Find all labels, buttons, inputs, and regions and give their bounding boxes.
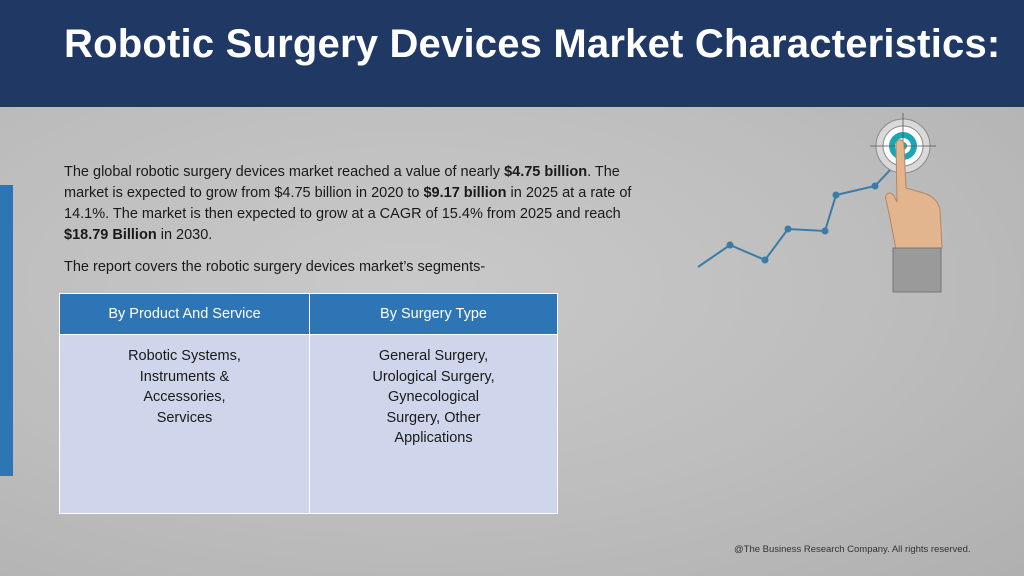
header-surgery-type: By Surgery Type — [380, 306, 487, 322]
growth-point — [761, 256, 769, 264]
growth-point — [821, 227, 829, 235]
summary-text-4: in 2030. — [156, 227, 213, 243]
market-summary-paragraph: The global robotic surgery devices marke… — [64, 162, 664, 246]
copyright-footer: @The Business Research Company. All righ… — [734, 544, 971, 555]
growth-point — [726, 241, 734, 249]
summary-value-2030: $18.79 Billion — [64, 227, 157, 243]
header-bar: Robotic Surgery Devices Market Character… — [0, 0, 1024, 107]
growth-point — [871, 182, 879, 190]
segments-table-header: By Product And Service By Surgery Type — [60, 294, 557, 334]
page-title: Robotic Surgery Devices Market Character… — [64, 22, 1001, 66]
segments-table: By Product And Service By Surgery Type R… — [59, 293, 558, 514]
summary-value-2020: $4.75 billion — [504, 164, 588, 180]
segments-intro: The report covers the robotic surgery de… — [64, 259, 486, 275]
summary-text-2: . The market is expected to grow from $4… — [64, 164, 620, 201]
growth-point — [784, 225, 792, 233]
growth-line — [697, 169, 891, 268]
cell-surgery-type: General Surgery, Urological Surgery, Gyn… — [372, 348, 495, 446]
summary-text-3: in 2025 at a rate of 14.1%. The market i… — [64, 185, 632, 222]
summary-text-1: The global robotic surgery devices marke… — [64, 164, 505, 180]
summary-value-2025: $9.17 billion — [423, 185, 507, 201]
header-product-service: By Product And Service — [60, 294, 310, 334]
growth-point — [832, 191, 840, 199]
cell-product-service: Robotic Systems, Instruments & Accessori… — [60, 335, 310, 513]
growth-chart-target-hand-icon — [697, 113, 943, 293]
hand-pointer — [885, 139, 943, 293]
side-accent-bar — [0, 185, 13, 476]
segments-table-body: Robotic Systems, Instruments & Accessori… — [60, 334, 557, 513]
